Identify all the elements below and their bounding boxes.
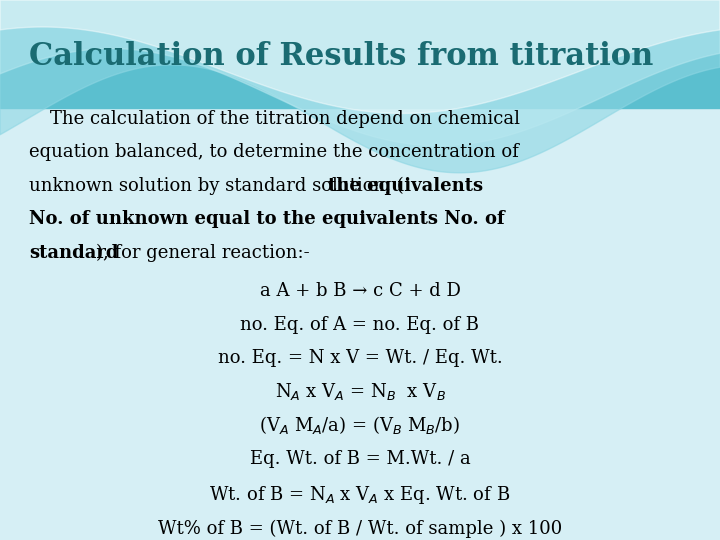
Text: equation balanced, to determine the concentration of: equation balanced, to determine the conc…: [29, 143, 518, 161]
Polygon shape: [0, 0, 720, 146]
Text: Eq. Wt. of B = M.Wt. / a: Eq. Wt. of B = M.Wt. / a: [250, 450, 470, 468]
Text: No. of unknown equal to the equivalents No. of: No. of unknown equal to the equivalents …: [29, 210, 505, 228]
Text: ), for general reaction:-: ), for general reaction:-: [96, 244, 310, 262]
Text: The calculation of the titration depend on chemical: The calculation of the titration depend …: [50, 110, 521, 128]
Polygon shape: [0, 0, 720, 173]
Text: no. Eq. of A = no. Eq. of B: no. Eq. of A = no. Eq. of B: [240, 316, 480, 334]
Polygon shape: [0, 0, 720, 113]
Text: the equivalents: the equivalents: [328, 177, 482, 195]
Text: Wt% of B = (Wt. of B / Wt. of sample ) x 100: Wt% of B = (Wt. of B / Wt. of sample ) x…: [158, 520, 562, 538]
Text: unknown solution by standard solution, (: unknown solution by standard solution, (: [29, 177, 403, 195]
Text: (V$_A$ M$_A$/a) = (V$_B$ M$_B$/b): (V$_A$ M$_A$/a) = (V$_B$ M$_B$/b): [259, 414, 461, 436]
Text: a A + b B → c C + d D: a A + b B → c C + d D: [260, 282, 460, 300]
Polygon shape: [0, 0, 720, 108]
Text: standard: standard: [29, 244, 118, 262]
Text: N$_A$ x V$_A$ = N$_B$  x V$_B$: N$_A$ x V$_A$ = N$_B$ x V$_B$: [274, 381, 446, 402]
Text: no. Eq. = N x V = Wt. / Eq. Wt.: no. Eq. = N x V = Wt. / Eq. Wt.: [217, 349, 503, 367]
Text: Wt. of B = N$_A$ x V$_A$ x Eq. Wt. of B: Wt. of B = N$_A$ x V$_A$ x Eq. Wt. of B: [210, 484, 510, 507]
Text: Calculation of Results from titration: Calculation of Results from titration: [29, 41, 653, 72]
